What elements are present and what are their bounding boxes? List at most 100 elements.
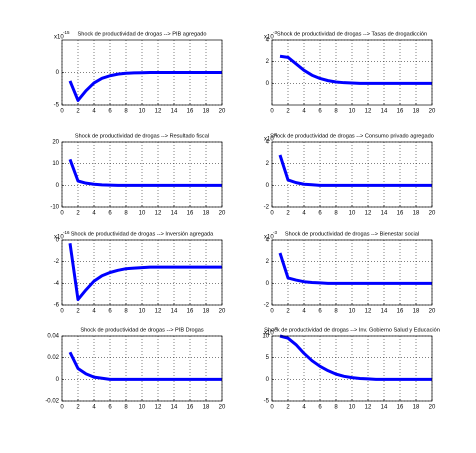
y-tick-label: 4 [266, 38, 270, 44]
x-tick-label: 0 [60, 109, 64, 115]
x-tick-label: 20 [219, 309, 226, 315]
data-line [278, 252, 432, 285]
subplot-title: Shock de productividad de drogas --> Res… [75, 133, 209, 139]
x-tick-label: 0 [270, 309, 274, 315]
x-tick-label: 6 [318, 211, 322, 217]
x-tick-label: 6 [108, 109, 112, 115]
x-tick-label: 12 [365, 405, 372, 411]
axes-box [271, 335, 433, 402]
subplot-title: Shock de productividad de drogas --> Con… [270, 133, 434, 139]
axes-box [61, 141, 223, 208]
scale-label: x10 [264, 35, 274, 41]
x-tick-label: 12 [155, 211, 162, 217]
scale-label: x10 [264, 235, 274, 241]
x-tick-label: 12 [155, 109, 162, 115]
y-tick-label: -2 [264, 303, 270, 309]
y-tick-label: 10 [262, 334, 269, 340]
x-tick-label: 10 [349, 309, 356, 315]
subplot-title: Shock de productividad de drogas --> Inv… [264, 327, 440, 333]
x-tick-label: 0 [60, 405, 64, 411]
x-tick-label: 16 [187, 405, 194, 411]
x-tick-label: 16 [397, 109, 404, 115]
x-tick-label: 18 [203, 211, 210, 217]
x-tick-label: 18 [413, 405, 420, 411]
x-tick-label: 2 [76, 211, 80, 217]
scale-label: x10 [54, 35, 64, 41]
data-line [68, 158, 222, 187]
y-tick-label: 2 [266, 259, 270, 265]
axes-box [271, 239, 433, 306]
axes-box [61, 239, 223, 306]
y-tick-label: -5 [54, 103, 60, 109]
x-tick-label: 10 [349, 109, 356, 115]
x-tick-label: 14 [171, 309, 178, 315]
subplot: 0 2 4 6 8 10 12 14 16 18 20 0 2 4 Shock de productivid… [264, 30, 436, 114]
y-tick-label: -2 [264, 205, 270, 211]
y-tick-label: 0 [56, 70, 60, 76]
x-tick-label: 10 [349, 405, 356, 411]
y-tick-label: 5 [266, 355, 270, 361]
x-tick-label: 2 [286, 109, 290, 115]
x-tick-label: 6 [318, 309, 322, 315]
x-tick-label: 10 [139, 309, 146, 315]
data-line [279, 54, 432, 85]
x-tick-label: 16 [187, 309, 194, 315]
x-tick-label: 16 [187, 109, 194, 115]
x-tick-label: 4 [302, 109, 306, 115]
x-tick-label: 0 [60, 309, 64, 315]
x-tick-label: 2 [286, 405, 290, 411]
x-tick-label: 8 [124, 309, 128, 315]
scale-label: x10 [264, 137, 274, 143]
y-tick-label: 4 [266, 238, 270, 244]
x-tick-label: 18 [413, 211, 420, 217]
subplot-title: Shock de productividad de drogas --> Inv… [71, 231, 214, 237]
x-tick-label: 12 [365, 211, 372, 217]
scale-label: x10 [264, 331, 274, 337]
y-tick-label: 10 [52, 161, 59, 167]
x-tick-label: 20 [219, 211, 226, 217]
x-tick-label: 0 [270, 211, 274, 217]
x-tick-label: 14 [171, 405, 178, 411]
scale-exponent: -3 [273, 230, 277, 235]
x-tick-label: 20 [429, 309, 436, 315]
x-tick-label: 4 [92, 211, 96, 217]
x-tick-label: 16 [397, 405, 404, 411]
y-tick-label: 0.02 [47, 355, 59, 361]
x-tick-label: 14 [381, 405, 388, 411]
y-tick-label: 0 [266, 281, 270, 287]
data-line [68, 71, 222, 102]
x-tick-label: 14 [381, 309, 388, 315]
subplot-title: Shock de productividad de drogas --> Bie… [285, 231, 419, 237]
x-tick-label: 8 [334, 211, 338, 217]
x-tick-label: 8 [334, 405, 338, 411]
x-tick-label: 0 [270, 109, 274, 115]
subplot-title: Shock de productividad de drogas --> PIB… [80, 327, 203, 333]
x-tick-label: 20 [429, 109, 436, 115]
y-tick-label: -6 [54, 303, 60, 309]
x-tick-label: 18 [203, 405, 210, 411]
scale-exponent: -3 [273, 30, 277, 35]
scale-exponent: -3 [273, 132, 277, 137]
data-line [68, 351, 222, 381]
y-tick-label: -5 [264, 399, 270, 405]
x-tick-label: 6 [108, 211, 112, 217]
x-tick-label: 14 [381, 109, 388, 115]
y-tick-label: -0.02 [45, 399, 59, 405]
x-tick-label: 4 [302, 211, 306, 217]
axes-box [61, 39, 223, 106]
data-line [278, 154, 432, 187]
x-tick-label: 2 [76, 405, 80, 411]
axes-box [271, 39, 433, 106]
x-tick-label: 6 [318, 109, 322, 115]
x-tick-label: 8 [124, 405, 128, 411]
x-tick-label: 8 [124, 211, 128, 217]
subplot: 0 2 4 6 8 10 12 14 16 18 20 -6 -4 -2 0 Shock de product… [54, 230, 226, 314]
x-tick-label: 4 [92, 109, 96, 115]
y-tick-label: 0 [56, 183, 60, 189]
y-tick-label: 2 [266, 59, 270, 65]
x-tick-label: 10 [139, 109, 146, 115]
